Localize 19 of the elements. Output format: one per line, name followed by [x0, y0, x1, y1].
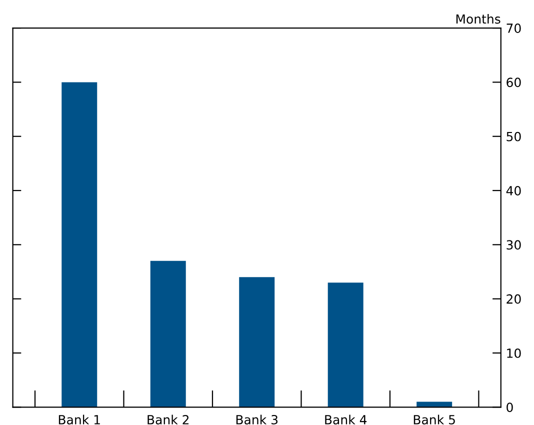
y-tick-label: 60	[506, 78, 521, 88]
y-tick-label: 30	[506, 240, 521, 250]
y-tick-label: 40	[506, 186, 521, 196]
bar	[416, 402, 452, 408]
x-tick-label: Bank 5	[414, 414, 455, 424]
y-tick-label: 70	[506, 24, 521, 33]
x-tick-label: Bank 2	[148, 414, 189, 424]
y-tick-label: 0	[506, 402, 513, 412]
y-axis-title: Months	[456, 14, 500, 24]
bar	[328, 282, 364, 408]
y-tick-label: 20	[506, 294, 521, 304]
y-tick-label: 10	[507, 348, 521, 358]
x-tick-label: Bank 3	[236, 414, 278, 424]
x-tick-label: Bank 1	[58, 414, 100, 424]
bar	[239, 277, 275, 408]
bar	[62, 82, 98, 408]
y-tick-label: 50	[506, 132, 521, 142]
x-tick-label: Bank 4	[325, 414, 367, 424]
bar	[150, 260, 186, 408]
